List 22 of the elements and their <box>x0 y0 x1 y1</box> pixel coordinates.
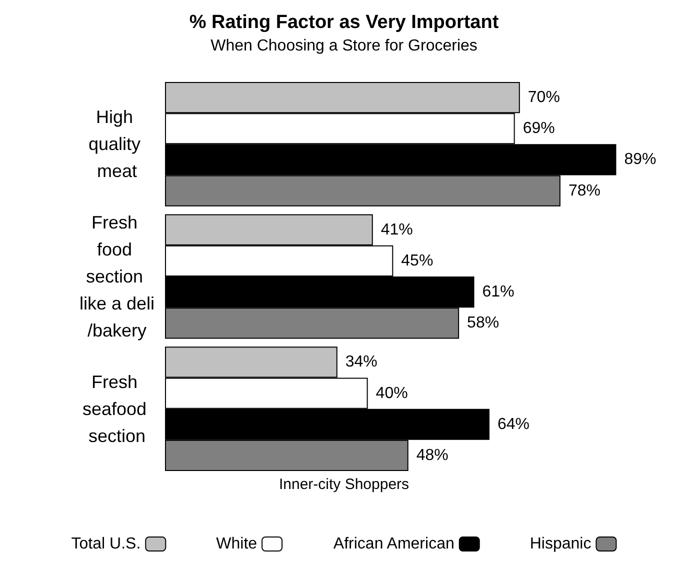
data-label: 70% <box>528 89 560 106</box>
legend-label: Total U.S. <box>71 536 141 552</box>
y-tick-label: High quality meat <box>88 107 146 182</box>
data-label: 58% <box>467 314 500 332</box>
data-label: 48% <box>416 446 448 464</box>
data-label: 61% <box>482 284 514 301</box>
legend-label: African American <box>333 536 454 552</box>
data-label: 40% <box>376 384 408 402</box>
data-label: 45% <box>401 252 434 270</box>
legend-title: Inner-city Shoppers <box>278 476 410 493</box>
data-label: 34% <box>345 354 378 371</box>
chart-subtitle: When Choosing a Store for Groceries <box>210 38 478 54</box>
chart-title: % Rating Factor as Very Important <box>189 12 500 33</box>
y-tick-label: Fresh seafood section <box>82 372 152 446</box>
data-label: 41% <box>380 221 413 238</box>
data-label: 64% <box>497 416 530 433</box>
data-label: 78% <box>568 182 600 200</box>
data-label: 89% <box>624 151 656 168</box>
legend-label: Hispanic <box>530 536 592 552</box>
legend-label: White <box>216 536 258 552</box>
y-tick-label: Fresh food section like a deli/bakery <box>79 212 155 340</box>
data-label: 69% <box>522 120 555 138</box>
